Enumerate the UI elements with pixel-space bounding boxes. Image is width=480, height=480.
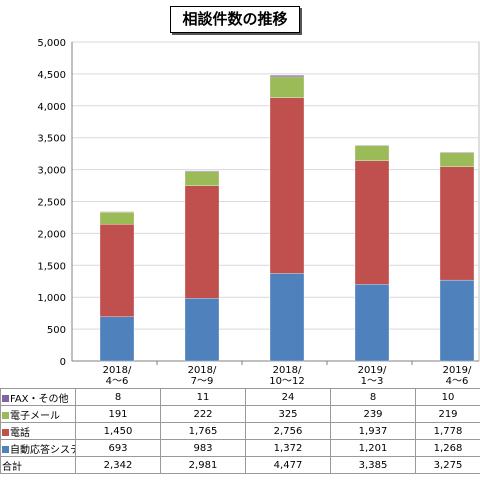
legend-swatch <box>2 446 9 453</box>
table-row-label-text: FAX・その他 <box>10 393 69 405</box>
y-tick-label: 2,500 <box>37 198 66 209</box>
table-row-label: 電話 <box>0 422 76 440</box>
table-cell: 3,275 <box>415 456 480 474</box>
y-tick-label: 2,000 <box>37 229 66 240</box>
table-cell: 325 <box>245 405 331 423</box>
table-row: FAX・その他 8 11 24 8 10 <box>0 388 480 406</box>
table-row-label-text: 電話 <box>10 427 30 439</box>
x-tick-label: 2019/ <box>358 365 387 376</box>
bar-segment <box>269 75 305 78</box>
bar-segment <box>184 170 220 172</box>
table-row-label-text: 合計 <box>2 461 22 473</box>
bar-segment <box>184 185 220 299</box>
x-tick-label: 2019/ <box>443 365 472 376</box>
table-cell: 1,372 <box>245 439 331 457</box>
table-cell: 11 <box>160 388 246 406</box>
table-cell: 1,201 <box>330 439 416 457</box>
table-row: 電子メール 191 222 325 239 219 <box>0 405 480 423</box>
x-tick-label: 1～3 <box>361 376 384 387</box>
table-row-label: FAX・その他 <box>0 388 76 406</box>
table-cell: 693 <box>75 439 161 457</box>
bar-segment <box>439 151 475 153</box>
bar-segment <box>99 224 135 317</box>
x-tick-label: 4～6 <box>106 376 129 387</box>
bar-segment <box>184 171 220 186</box>
table-cell: 24 <box>245 388 331 406</box>
x-tick-label: 2018/ <box>188 365 217 376</box>
table-row-label-text: 電子メール <box>10 410 60 422</box>
bar-segment <box>99 211 135 213</box>
bar-segment <box>269 97 305 274</box>
y-tick-label: 5,000 <box>37 38 66 49</box>
legend-swatch <box>2 429 9 436</box>
bar-segment <box>354 160 390 285</box>
bar-segment <box>269 273 305 362</box>
table-cell: 8 <box>75 388 161 406</box>
bar-segment <box>439 279 475 362</box>
y-tick-label: 4,000 <box>37 102 66 113</box>
legend-swatch <box>2 412 9 419</box>
bar-segment <box>439 152 475 167</box>
y-tick-label: 3,000 <box>37 166 66 177</box>
table-cell: 219 <box>415 405 480 423</box>
table-cell: 8 <box>330 388 416 406</box>
table-cell: 983 <box>160 439 246 457</box>
legend-swatch <box>2 395 9 402</box>
table-cell: 2,981 <box>160 456 246 474</box>
chart-title: 相談件数の推移 <box>170 6 300 33</box>
x-tick-label: 10～12 <box>269 376 304 387</box>
x-tick-label: 2018/ <box>103 365 132 376</box>
table-cell: 2,756 <box>245 422 331 440</box>
y-tick-label: 1,500 <box>37 261 66 272</box>
table-cell: 1,450 <box>75 422 161 440</box>
bar-segment <box>269 76 305 98</box>
table-cell: 4,477 <box>245 456 331 474</box>
data-table: FAX・その他 8 11 24 8 10 電子メール 191 222 325 239 219 電話 1,4… <box>0 388 480 474</box>
y-tick-label: 500 <box>47 325 66 336</box>
table-cell: 191 <box>75 405 161 423</box>
y-tick-label: 3,500 <box>37 134 66 145</box>
x-tick-label: 4～6 <box>446 376 469 387</box>
bar-segment <box>354 145 390 161</box>
table-cell: 2,342 <box>75 456 161 474</box>
bar-segment <box>99 316 135 362</box>
y-tick-label: 0 <box>60 357 66 368</box>
table-cell: 1,765 <box>160 422 246 440</box>
table-row-label: 自動応答システム <box>0 439 76 457</box>
table-row-label: 電子メール <box>0 405 76 423</box>
table-row: 合計 2,342 2,981 4,477 3,385 3,275 <box>0 456 480 474</box>
stacked-bar-chart: 0 500 1,000 1,500 2,000 2,500 3,000 3,500 4,000 4… <box>37 38 480 387</box>
table-row-label: 合計 <box>0 456 76 474</box>
table-cell: 222 <box>160 405 246 423</box>
table-row: 電話 1,450 1,765 2,756 1,937 1,778 <box>0 422 480 440</box>
table-cell: 1,268 <box>415 439 480 457</box>
bar-segment <box>439 166 475 281</box>
bar-segment <box>354 284 390 362</box>
x-tick-label: 2018/ <box>273 365 302 376</box>
table-cell: 10 <box>415 388 480 406</box>
table-cell: 239 <box>330 405 416 423</box>
bar-segment <box>184 298 220 362</box>
y-tick-label: 1,000 <box>37 293 66 304</box>
table-cell: 1,778 <box>415 422 480 440</box>
table-row-label-text: 自動応答システム <box>10 444 75 456</box>
bar-segment <box>354 144 390 146</box>
bar-segment <box>99 211 135 225</box>
y-tick-label: 4,500 <box>37 70 66 81</box>
table-cell: 1,937 <box>330 422 416 440</box>
table-cell: 3,385 <box>330 456 416 474</box>
x-tick-label: 7～9 <box>191 376 214 387</box>
